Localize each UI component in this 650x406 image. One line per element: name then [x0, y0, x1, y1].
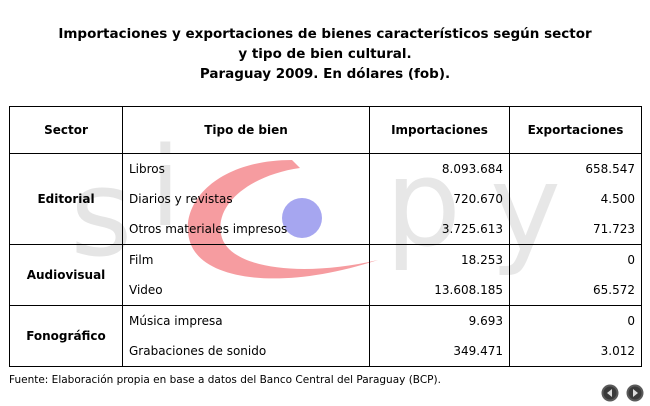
sector-cell: Editorial	[9, 153, 123, 245]
table-row: Editorial Libros 8.093.684 658.547	[9, 153, 642, 245]
table-row: Video 13.608.185 65.572	[10, 275, 642, 306]
table-row: Fonográfico Música impresa 9.693 0	[9, 305, 642, 367]
sector-cell: Audiovisual	[9, 244, 123, 306]
title-line-1: Importaciones y exportaciones de bienes …	[58, 26, 592, 42]
exportaciones-cell: 71.723	[509, 214, 642, 245]
trade-table: Sector Tipo de bien Importaciones Export…	[9, 106, 642, 367]
tipo-cell: Video	[122, 275, 370, 306]
title-line-2: y tipo de bien cultural.	[238, 46, 412, 62]
tipo-cell: Film	[122, 244, 370, 275]
header-importaciones: Importaciones	[369, 106, 510, 154]
exportaciones-cell: 65.572	[509, 275, 642, 306]
exportaciones-cell: 3.012	[509, 336, 642, 367]
table-row: Grabaciones de sonido 349.471 3.012	[10, 336, 642, 367]
exportaciones-cell: 4.500	[509, 184, 642, 214]
importaciones-cell: 3.725.613	[369, 214, 510, 245]
table-row: Diarios y revistas 720.670 4.500	[10, 184, 642, 214]
importaciones-cell: 9.693	[369, 305, 510, 336]
header-exportaciones: Exportaciones	[509, 106, 642, 154]
importaciones-cell: 349.471	[369, 336, 510, 367]
tipo-cell: Libros	[122, 153, 370, 184]
header-tipo: Tipo de bien	[122, 106, 370, 154]
importaciones-cell: 13.608.185	[369, 275, 510, 306]
tipo-cell: Otros materiales impresos	[122, 214, 370, 245]
importaciones-cell: 8.093.684	[369, 153, 510, 184]
sector-cell: Fonográfico	[9, 305, 123, 367]
tipo-cell: Música impresa	[122, 305, 370, 336]
arrow-left-icon[interactable]	[601, 384, 619, 402]
table-row: Audiovisual Film 18.253 0	[9, 244, 642, 306]
table-header-row: Sector Tipo de bien Importaciones Export…	[9, 106, 642, 154]
exportaciones-cell: 658.547	[509, 153, 642, 184]
header-sector: Sector	[9, 106, 123, 154]
table-row: Otros materiales impresos 3.725.613 71.7…	[10, 214, 642, 245]
page-title: Importaciones y exportaciones de bienes …	[0, 24, 650, 84]
source-note: Fuente: Elaboración propia en base a dat…	[9, 374, 441, 386]
arrow-right-icon[interactable]	[626, 384, 644, 402]
exportaciones-cell: 0	[509, 244, 642, 275]
importaciones-cell: 18.253	[369, 244, 510, 275]
tipo-cell: Grabaciones de sonido	[122, 336, 370, 367]
importaciones-cell: 720.670	[369, 184, 510, 214]
title-line-3: Paraguay 2009. En dólares (fob).	[199, 66, 451, 82]
exportaciones-cell: 0	[509, 305, 642, 336]
tipo-cell: Diarios y revistas	[122, 184, 370, 214]
